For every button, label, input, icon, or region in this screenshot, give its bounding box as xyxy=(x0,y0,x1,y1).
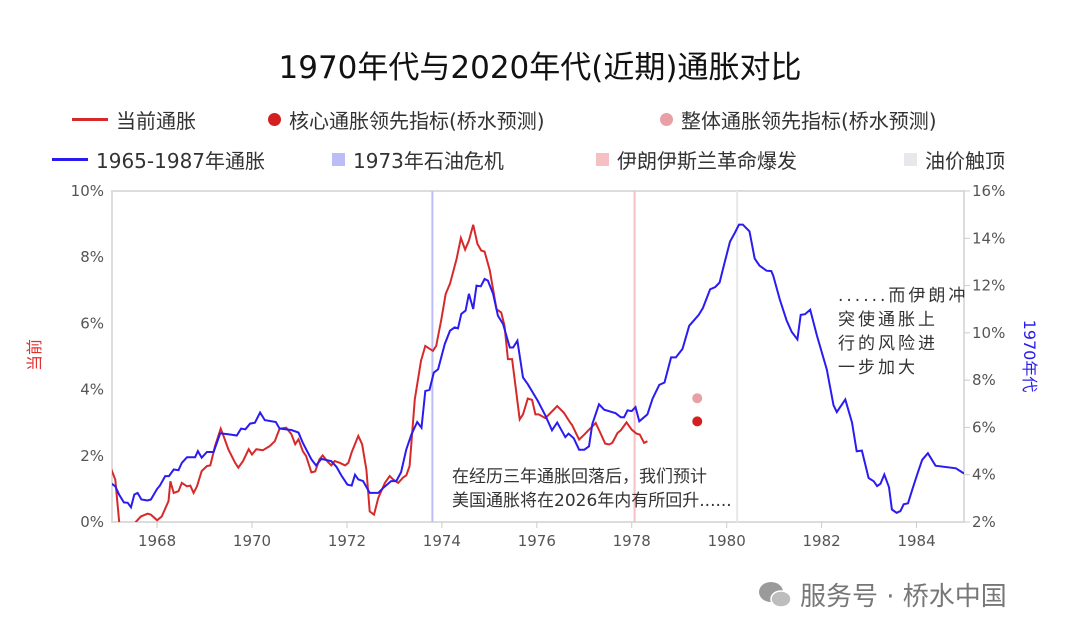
legend-item-core-forecast: 核心通胀领先指标(桥水预测) xyxy=(268,105,545,134)
square-swatch xyxy=(596,153,609,166)
watermark: 服务号 · 桥水中国 xyxy=(758,576,1007,613)
legend-label: 伊朗伊斯兰革命爆发 xyxy=(617,149,797,173)
line-swatch xyxy=(52,158,88,161)
legend-item-headline-forecast: 整体通胀领先指标(桥水预测) xyxy=(660,105,937,134)
square-swatch xyxy=(332,153,345,166)
legend-label: 1965-1987年通胀 xyxy=(96,149,266,173)
right-tick-label: 14% xyxy=(972,229,1005,247)
line-swatch xyxy=(72,118,108,121)
annotation-line: ......而伊朗冲 xyxy=(838,286,968,306)
square-swatch xyxy=(904,153,917,166)
forecast-dot xyxy=(692,393,703,404)
annotation-line: 一步加大 xyxy=(838,358,918,378)
annotation-line: 美国通胀将在2026年内有所回升...... xyxy=(452,491,732,511)
x-tick-label: 1974 xyxy=(423,532,461,550)
annotation-line: 在经历三年通胀回落后，我们预计 xyxy=(452,467,707,487)
right-tick-label: 2% xyxy=(972,513,996,531)
x-tick-label: 1972 xyxy=(328,532,366,550)
series-line xyxy=(112,224,648,522)
wechat-icon xyxy=(759,581,792,608)
left-tick-label: 6% xyxy=(80,314,104,332)
left-axis-label: 当前 xyxy=(25,339,44,371)
legend-label: 核心通胀领先指标(桥水预测) xyxy=(289,109,545,133)
left-tick-label: 0% xyxy=(80,513,104,531)
legend-label: 油价触顶 xyxy=(925,149,1005,173)
x-tick-label: 1978 xyxy=(613,532,651,550)
right-tick-label: 6% xyxy=(972,418,996,436)
x-tick-label: 1976 xyxy=(518,532,556,550)
right-tick-label: 8% xyxy=(972,371,996,389)
x-tick-label: 1968 xyxy=(138,532,176,550)
dot-swatch xyxy=(660,113,673,126)
legend-label: 1973年石油危机 xyxy=(353,149,504,173)
left-tick-label: 8% xyxy=(80,248,104,266)
legend-item-iran-revolution: 伊朗伊斯兰革命爆发 xyxy=(596,145,797,174)
annotation-line: 突使通胀上 xyxy=(838,309,938,330)
plot-frame xyxy=(111,190,965,523)
series-line xyxy=(112,223,964,514)
annotation-line: 行的风险进 xyxy=(838,334,938,354)
right-tick-label: 4% xyxy=(972,466,996,484)
x-tick-label: 1982 xyxy=(803,532,841,550)
x-tick-label: 1980 xyxy=(708,532,746,550)
chart-title: 1970年代与2020年代(近期)通胀对比 xyxy=(278,50,802,86)
right-tick-label: 12% xyxy=(972,277,1005,295)
left-tick-label: 10% xyxy=(71,182,104,200)
x-tick-label: 1970 xyxy=(233,532,271,550)
legend-label: 当前通胀 xyxy=(116,109,196,133)
forecast-dot xyxy=(692,416,703,427)
legend-label: 整体通胀领先指标(桥水预测) xyxy=(681,109,937,133)
right-tick-label: 10% xyxy=(972,324,1005,342)
legend-item-1970s: 1965-1987年通胀 xyxy=(52,145,265,174)
left-tick-label: 4% xyxy=(80,381,104,399)
watermark-text: 服务号 · 桥水中国 xyxy=(800,582,1007,612)
legend-item-oil-crisis: 1973年石油危机 xyxy=(332,145,504,174)
dot-swatch xyxy=(268,113,281,126)
legend-item-current: 当前通胀 xyxy=(72,105,196,134)
x-tick-label: 1984 xyxy=(897,532,935,550)
right-tick-label: 16% xyxy=(972,182,1005,200)
left-tick-label: 2% xyxy=(80,447,104,465)
legend-item-oil-peak: 油价触顶 xyxy=(904,145,1005,174)
right-axis-label: 1970年代 xyxy=(1020,320,1039,393)
